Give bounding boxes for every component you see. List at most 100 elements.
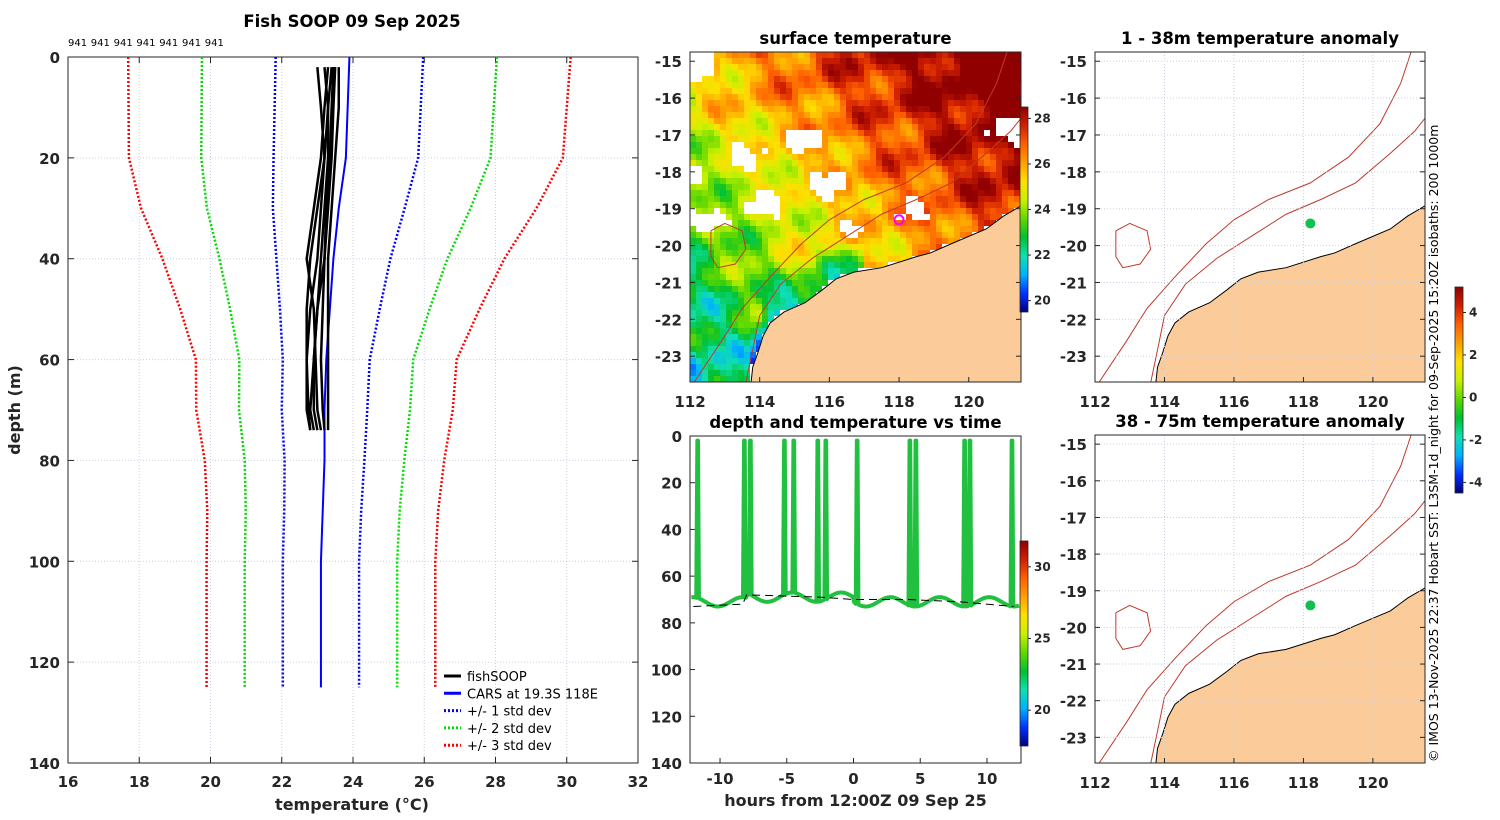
sst-cell [942, 148, 948, 154]
sst-cell [768, 124, 774, 130]
cars-mean-line [319, 56, 351, 688]
sst-cell [978, 100, 984, 106]
sst-cell [780, 190, 786, 196]
sst-cell [996, 136, 1002, 142]
sst-cell [798, 154, 804, 160]
sst-cell [936, 124, 942, 130]
sst-cell [732, 178, 738, 184]
sst-cell [960, 100, 966, 106]
sst-cell [696, 82, 702, 88]
sst-cell [870, 88, 876, 94]
sst-cell [972, 106, 978, 112]
sst-cell [762, 112, 768, 118]
sst-cell [1014, 76, 1020, 82]
sst-cell [750, 358, 756, 364]
sst-cell [750, 310, 756, 316]
x-tick-label: -5 [778, 770, 795, 788]
sst-cell [732, 238, 738, 244]
sst-cell [984, 142, 990, 148]
sst-cell [864, 166, 870, 172]
sst-cell [786, 172, 792, 178]
sst-cell [780, 142, 786, 148]
sst-cell [972, 118, 978, 124]
sst-cell [990, 136, 996, 142]
sst-cell [756, 58, 762, 64]
sst-cell [858, 190, 864, 196]
sst-cell [924, 238, 930, 244]
sst-cell [804, 88, 810, 94]
y-tick-label: 0 [50, 49, 60, 67]
sst-cell [726, 274, 732, 280]
sst-cell [936, 184, 942, 190]
sst-cell [954, 166, 960, 172]
sst-cell [786, 88, 792, 94]
sst-cell [732, 340, 738, 346]
sst-cell [840, 76, 846, 82]
sst-cell [996, 154, 1002, 160]
sst-cell [750, 130, 756, 136]
sst-cell [732, 52, 738, 58]
lat-tick-label: -19 [1060, 583, 1087, 601]
sst-cell [876, 124, 882, 130]
sst-cell [732, 214, 738, 220]
sst-cell [834, 244, 840, 250]
sst-cell [696, 112, 702, 118]
sst-cell [744, 178, 750, 184]
sst-cell [846, 124, 852, 130]
sst-cell [942, 160, 948, 166]
sst-cell [774, 52, 780, 58]
sst-cell [828, 76, 834, 82]
sst-cell [1008, 166, 1014, 172]
sst-cell [804, 256, 810, 262]
sst-cell [810, 190, 816, 196]
sst-cell [966, 202, 972, 208]
sst-cell [942, 166, 948, 172]
sst-cell [816, 256, 822, 262]
sst-cell [804, 292, 810, 298]
x-tick-label: 32 [628, 773, 649, 791]
sst-cell [840, 100, 846, 106]
sst-cell [996, 88, 1002, 94]
sst-cell [732, 298, 738, 304]
sst-cell [798, 196, 804, 202]
sst-cell [882, 88, 888, 94]
sst-cell [888, 130, 894, 136]
sst-cell [792, 256, 798, 262]
sst-cell [738, 88, 744, 94]
sst-cell [870, 154, 876, 160]
sst-cell [990, 184, 996, 190]
sst-cell [900, 136, 906, 142]
sst-cell [786, 256, 792, 262]
sst-cell [768, 274, 774, 280]
sst-cell [942, 100, 948, 106]
sst-cell [978, 112, 984, 118]
sst-cell [774, 304, 780, 310]
sst-cell [714, 178, 720, 184]
sst-cell [876, 256, 882, 262]
sst-cell [876, 244, 882, 250]
sst-cell [900, 148, 906, 154]
sst-cell [912, 124, 918, 130]
sst-cell [906, 124, 912, 130]
sst-cell [930, 160, 936, 166]
sst-cell [858, 184, 864, 190]
sst-cell [960, 172, 966, 178]
sst-cell [810, 124, 816, 130]
sst-cell [960, 88, 966, 94]
sst-cell [870, 238, 876, 244]
sst-cell [936, 214, 942, 220]
sst-cell [870, 214, 876, 220]
sst-cell [762, 166, 768, 172]
sst-cell [702, 232, 708, 238]
sst-cell [996, 196, 1002, 202]
sst-cell [786, 112, 792, 118]
sst-cell [750, 232, 756, 238]
sst-cell [852, 208, 858, 214]
sst-cell [738, 220, 744, 226]
sst-cell [828, 238, 834, 244]
sst-cell [774, 280, 780, 286]
sst-cell [894, 244, 900, 250]
sst-cell [726, 106, 732, 112]
sst-cell [798, 292, 804, 298]
sst-cell [828, 244, 834, 250]
